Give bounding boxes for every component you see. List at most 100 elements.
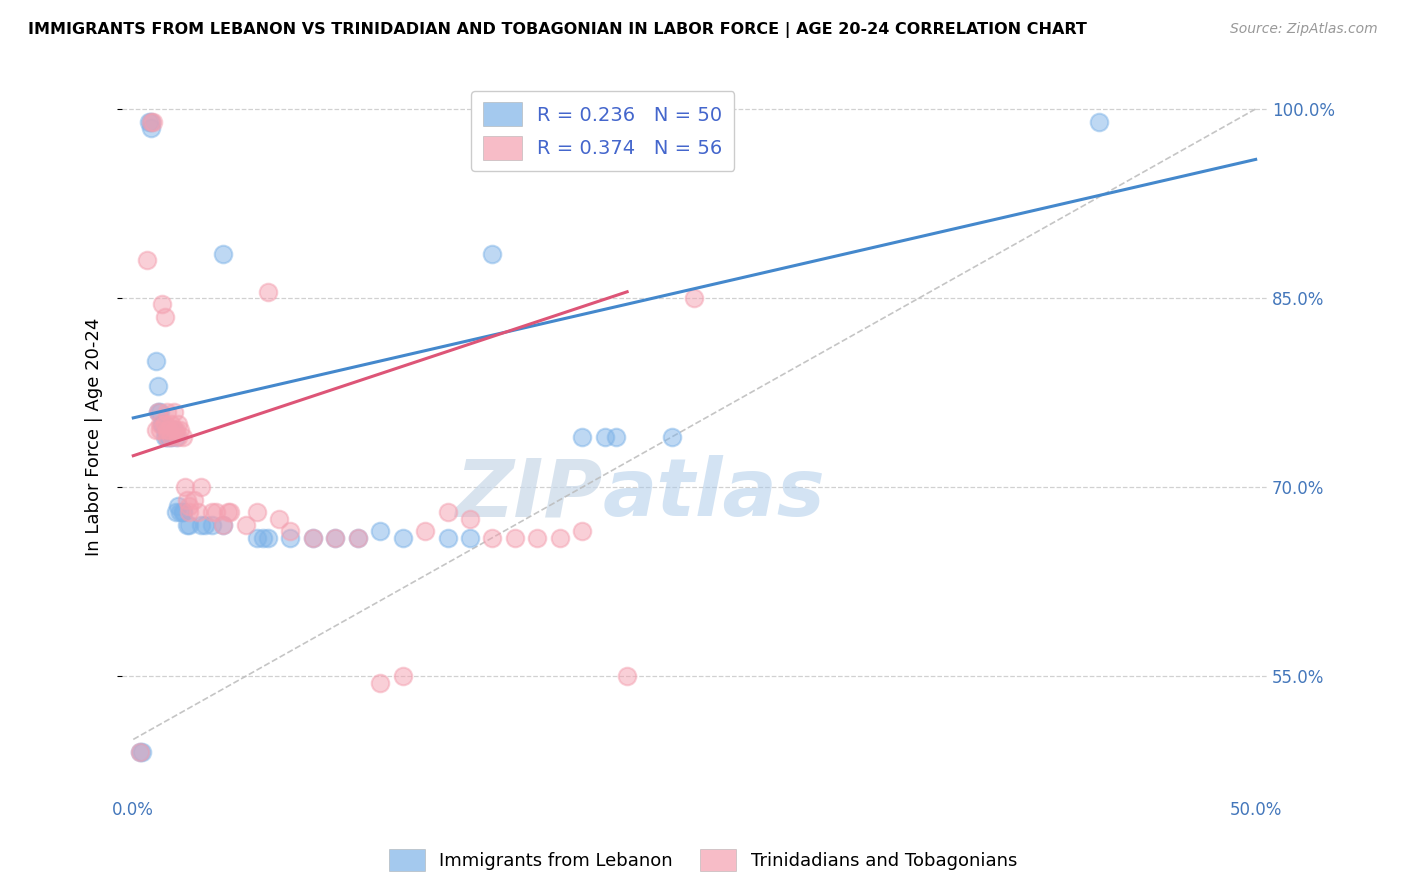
Point [146,404,169,418]
Point [152,417,174,432]
Text: atlas: atlas [603,455,825,533]
Point [145,424,167,438]
Point [160,417,183,432]
Point [153,424,176,438]
Point [138,114,160,128]
Point [149,424,172,438]
Point [548,531,571,545]
Point [571,524,593,539]
Point [235,518,257,533]
Point [481,247,503,261]
Point [526,531,548,545]
Point [323,531,346,545]
Point [257,531,280,545]
Point [157,430,180,444]
Point [391,669,413,683]
Point [201,506,224,520]
Point [165,506,187,520]
Point [246,506,269,520]
Point [458,512,481,526]
Point [167,499,190,513]
Text: Source: ZipAtlas.com: Source: ZipAtlas.com [1230,22,1378,37]
Point [368,524,391,539]
Point [269,512,291,526]
Point [152,297,174,311]
Point [1087,114,1109,128]
Point [157,424,180,438]
Point [571,430,593,444]
Point [165,430,187,444]
Point [179,499,201,513]
Point [156,424,179,438]
Point [190,480,212,494]
Point [201,518,224,533]
Point [156,430,179,444]
Point [156,424,179,438]
Point [129,745,152,759]
Point [302,531,325,545]
Point [280,524,302,539]
Point [436,531,458,545]
Point [172,506,194,520]
Point [616,669,638,683]
Point [605,430,627,444]
Point [141,114,163,128]
Point [172,430,194,444]
Point [153,310,176,324]
Point [167,417,190,432]
Point [146,379,169,393]
Point [212,247,235,261]
Point [152,417,174,432]
Point [205,506,228,520]
Point [368,675,391,690]
Point [481,531,503,545]
Point [187,506,209,520]
Point [160,424,183,438]
Point [141,114,163,128]
Point [212,518,235,533]
Point [153,430,176,444]
Point [146,404,169,418]
Point [413,524,436,539]
Legend: Immigrants from Lebanon, Trinidadians and Tobagonians: Immigrants from Lebanon, Trinidadians an… [381,842,1025,879]
Point [280,531,302,545]
Point [194,518,217,533]
Point [131,745,153,759]
Point [169,506,191,520]
Point [156,430,179,444]
Point [149,404,172,418]
Point [135,253,157,268]
Point [183,492,205,507]
Point [157,424,180,438]
Point [141,120,163,135]
Point [346,531,368,545]
Point [176,492,198,507]
Point [169,424,191,438]
Point [142,114,165,128]
Point [160,430,183,444]
Point [257,285,280,299]
Point [661,430,683,444]
Point [190,518,212,533]
Point [391,531,413,545]
Text: IMMIGRANTS FROM LEBANON VS TRINIDADIAN AND TOBAGONIAN IN LABOR FORCE | AGE 20-24: IMMIGRANTS FROM LEBANON VS TRINIDADIAN A… [28,22,1087,38]
Point [436,506,458,520]
Point [302,531,325,545]
Point [503,531,526,545]
Point [593,430,616,444]
Point [163,424,186,438]
Point [156,404,179,418]
Point [163,404,186,418]
Point [160,430,183,444]
Point [218,506,240,520]
Point [458,531,481,545]
Point [172,506,194,520]
Point [129,745,152,759]
Point [165,424,187,438]
Point [176,518,198,533]
Point [217,506,239,520]
Legend: R = 0.236   N = 50, R = 0.374   N = 56: R = 0.236 N = 50, R = 0.374 N = 56 [471,91,734,171]
Text: ZIP: ZIP [456,455,603,533]
Point [346,531,368,545]
Point [179,506,201,520]
